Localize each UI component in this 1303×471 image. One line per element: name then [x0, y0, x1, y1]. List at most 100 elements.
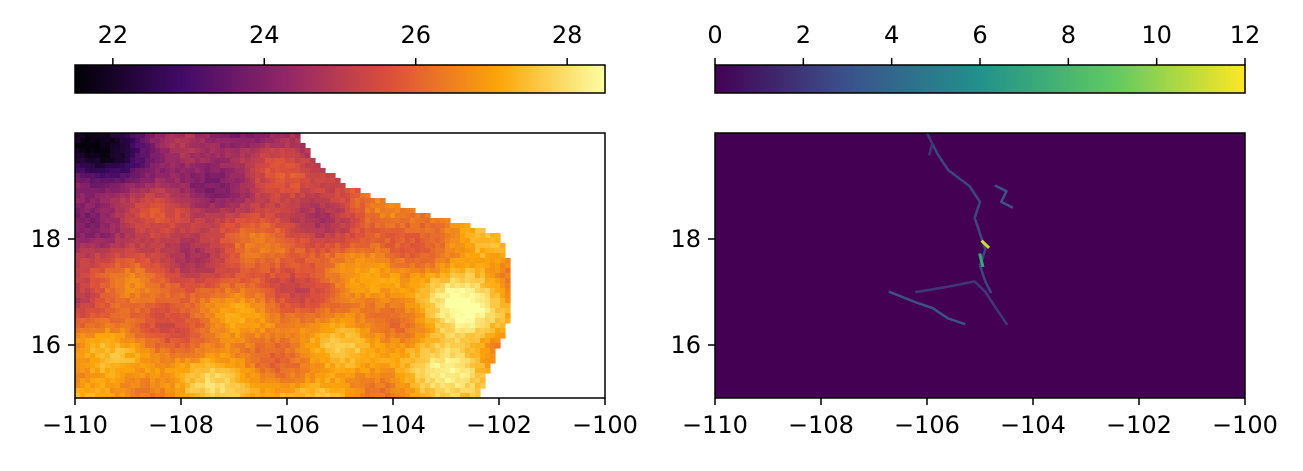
sst-cell [395, 323, 401, 329]
sst-cell [400, 218, 406, 224]
sst-cell [305, 368, 311, 374]
sst-cell [420, 258, 426, 264]
sst-cell [320, 183, 326, 189]
sst-cell [365, 298, 371, 304]
sst-cell [320, 278, 326, 284]
sst-cell [300, 208, 306, 214]
sst-cell [140, 278, 146, 284]
sst-cell [395, 283, 401, 289]
sst-cell [390, 323, 396, 329]
sst-cell [175, 258, 181, 264]
sst-cell [155, 378, 161, 384]
sst-cell [105, 183, 111, 189]
sst-cell [245, 238, 251, 244]
sst-cell [440, 228, 446, 234]
sst-cell [225, 183, 231, 189]
sst-cell [215, 143, 221, 149]
sst-cell [415, 238, 421, 244]
sst-cell [185, 243, 191, 249]
sst-cell [80, 333, 86, 339]
sst-cell [205, 228, 211, 234]
sst-cell [270, 188, 276, 194]
sst-cell [415, 373, 421, 379]
sst-cell [430, 323, 436, 329]
sst-cell [90, 388, 96, 394]
sst-cell [130, 388, 136, 394]
sst-heatmap-cells [75, 133, 511, 398]
sst-cell [175, 193, 181, 199]
sst-cell [490, 263, 496, 269]
sst-cell [165, 258, 171, 264]
sst-cell [155, 208, 161, 214]
sst-cell [295, 253, 301, 259]
sst-cell [170, 248, 176, 254]
sst-cell [255, 233, 261, 239]
sst-cell [505, 268, 511, 274]
sst-cell [255, 378, 261, 384]
sst-cell [380, 373, 386, 379]
sst-cell [250, 393, 256, 398]
sst-cell [395, 368, 401, 374]
sst-cell [325, 228, 331, 234]
sst-cell [485, 303, 491, 309]
sst-cell [435, 393, 441, 398]
sst-cell [140, 338, 146, 344]
sst-cell [190, 333, 196, 339]
sst-cell [95, 278, 101, 284]
sst-cell [225, 288, 231, 294]
sst-cell [245, 138, 251, 144]
sst-cell [145, 223, 151, 229]
sst-cell [135, 303, 141, 309]
sst-cell [305, 183, 311, 189]
sst-cell [285, 188, 291, 194]
sst-cell [230, 253, 236, 259]
sst-cell [435, 348, 441, 354]
sst-cell [95, 198, 101, 204]
sst-cell [490, 323, 496, 329]
sst-cell [280, 313, 286, 319]
sst-cell [445, 303, 451, 309]
sst-cell [335, 368, 341, 374]
sst-cell [280, 203, 286, 209]
sst-cell [285, 218, 291, 224]
sst-cell [365, 243, 371, 249]
sst-cell [275, 183, 281, 189]
sst-cell [110, 298, 116, 304]
sst-cell [440, 218, 446, 224]
sst-cell [80, 193, 86, 199]
sst-cell [175, 328, 181, 334]
sst-cell [85, 233, 91, 239]
sst-cell [335, 218, 341, 224]
sst-cell [320, 323, 326, 329]
sst-cell [155, 313, 161, 319]
sst-cell [270, 243, 276, 249]
sst-cell [130, 238, 136, 244]
sst-cell [285, 338, 291, 344]
sst-cell [255, 238, 261, 244]
sst-cell [235, 283, 241, 289]
sst-cell [455, 298, 461, 304]
sst-cell [105, 388, 111, 394]
sst-cell [205, 343, 211, 349]
sst-cell [450, 248, 456, 254]
sst-cell [365, 198, 371, 204]
sst-cell [235, 318, 241, 324]
sst-cell [415, 283, 421, 289]
sst-cell [455, 373, 461, 379]
sst-cell [85, 293, 91, 299]
sst-cell [115, 153, 121, 159]
sst-cell [250, 158, 256, 164]
sst-cell [325, 238, 331, 244]
sst-cell [150, 278, 156, 284]
sst-cell [125, 153, 131, 159]
sst-cell [210, 138, 216, 144]
sst-cell [315, 308, 321, 314]
sst-cell [430, 268, 436, 274]
sst-cell [80, 263, 86, 269]
sst-cell [385, 308, 391, 314]
sst-cell [75, 333, 81, 339]
sst-cell [145, 323, 151, 329]
sst-cell [175, 343, 181, 349]
sst-cell [170, 148, 176, 154]
sst-cell [390, 318, 396, 324]
